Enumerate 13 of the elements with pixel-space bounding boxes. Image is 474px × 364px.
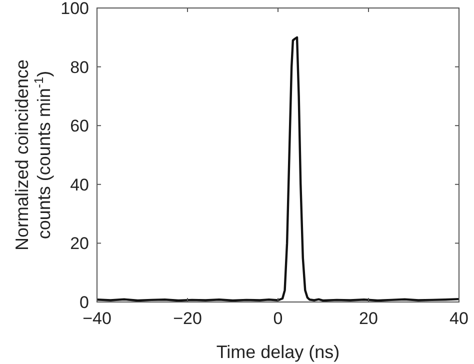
y-tick-label: 100	[60, 0, 89, 18]
y-tick-label: 20	[70, 234, 89, 254]
y-tick-label: 0	[80, 293, 89, 312]
y-tick-label: 40	[70, 175, 89, 194]
x-tick-label: −20	[173, 309, 202, 328]
y-tick-label: 80	[70, 58, 89, 77]
y-tick-label: 60	[70, 116, 89, 136]
x-tick-label: 20	[359, 309, 378, 328]
line-series	[96, 36, 460, 302]
x-axis-title: Time delay (ns)	[216, 342, 340, 362]
x-tick-label: 40	[450, 309, 468, 328]
x-tick-label: 0	[273, 309, 283, 328]
x-tick-label: −40	[82, 309, 112, 328]
